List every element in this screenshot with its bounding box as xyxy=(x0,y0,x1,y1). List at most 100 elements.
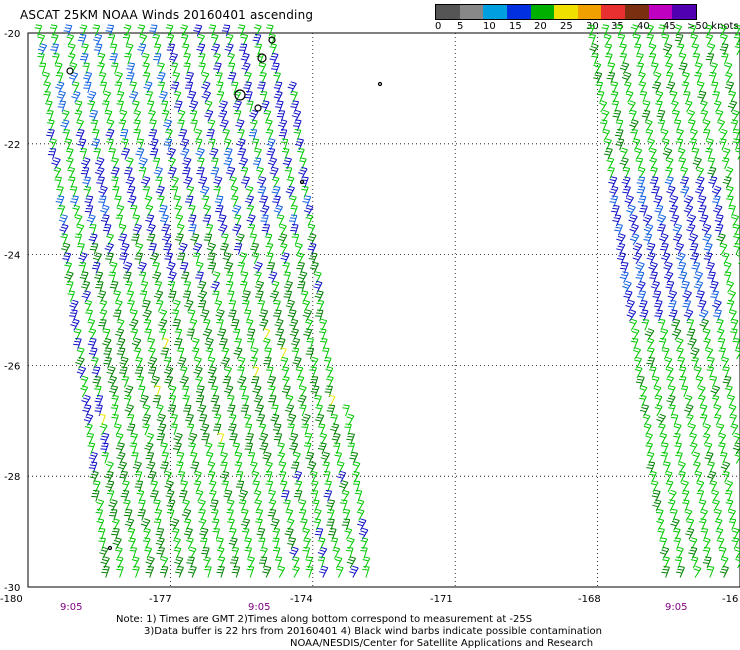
wind-barb xyxy=(621,176,631,189)
wind-barb xyxy=(719,451,728,464)
wind-barb xyxy=(131,233,140,246)
wind-barb xyxy=(210,394,220,407)
wind-barb xyxy=(651,81,662,94)
wind-barb xyxy=(163,243,172,255)
wind-barb xyxy=(261,224,271,236)
wind-barb xyxy=(318,565,329,578)
wind-barb xyxy=(687,337,697,350)
wind-barb xyxy=(185,413,194,426)
wind-barb xyxy=(163,138,173,151)
wind-barb xyxy=(149,24,158,37)
wind-barb xyxy=(635,261,645,274)
longitude-label: -168 xyxy=(578,594,601,605)
wind-barb xyxy=(670,518,680,531)
wind-barb xyxy=(260,204,270,217)
wind-barb xyxy=(710,385,721,398)
wind-barb xyxy=(87,337,97,350)
wind-barb xyxy=(148,242,157,255)
wind-barb xyxy=(678,157,687,170)
wind-barb xyxy=(290,461,300,474)
wind-barb xyxy=(698,309,709,322)
wind-barb xyxy=(127,299,135,312)
wind-barb xyxy=(310,385,320,398)
wind-barb xyxy=(642,214,653,227)
colorbar-label: 10 xyxy=(483,21,496,32)
wind-barb xyxy=(102,337,112,350)
wind-barb xyxy=(74,214,83,227)
wind-barb xyxy=(663,271,674,284)
wind-barb xyxy=(173,546,182,559)
wind-barb xyxy=(661,565,670,578)
wind-barb xyxy=(79,271,89,284)
wind-barb xyxy=(721,157,730,170)
wind-barb xyxy=(647,138,656,151)
wind-barb xyxy=(233,243,243,255)
wind-barb xyxy=(264,347,272,360)
wind-barb xyxy=(93,148,101,160)
wind-barb xyxy=(727,100,738,113)
wind-barb xyxy=(599,100,608,113)
wind-barb xyxy=(646,242,656,255)
wind-barb xyxy=(79,53,89,65)
wind-barb xyxy=(235,480,245,493)
wind-barb xyxy=(218,223,228,236)
wind-barb xyxy=(245,318,254,331)
wind-barb xyxy=(233,347,243,360)
wind-barb xyxy=(247,338,255,350)
wind-barb xyxy=(628,214,638,227)
wind-barb xyxy=(105,480,115,493)
wind-barb xyxy=(255,290,264,303)
wind-barb xyxy=(672,223,683,236)
wind-barb xyxy=(185,71,194,84)
wind-barb xyxy=(212,528,220,540)
wind-barb xyxy=(156,71,166,84)
wind-barb xyxy=(88,347,98,360)
wind-barb xyxy=(160,347,170,360)
wind-barb xyxy=(273,309,282,322)
wind-barb xyxy=(697,385,706,398)
wind-barb xyxy=(38,62,47,75)
wind-barb xyxy=(596,90,605,103)
wind-barb xyxy=(722,375,732,388)
wind-barb xyxy=(685,527,695,540)
wind-barb xyxy=(221,24,231,37)
wind-barb xyxy=(132,223,143,236)
wind-barb xyxy=(134,480,144,493)
wind-barb xyxy=(662,43,673,56)
wind-barb xyxy=(212,290,220,303)
wind-barb xyxy=(288,432,299,445)
wind-barb xyxy=(179,261,189,274)
wind-barb xyxy=(667,385,676,398)
longitude-label: -174 xyxy=(290,594,313,605)
wind-barb xyxy=(674,24,683,37)
wind-barb xyxy=(731,537,740,550)
wind-barb xyxy=(265,128,274,141)
colorbar-label: 40 xyxy=(637,21,650,32)
wind-barb xyxy=(217,214,227,227)
wind-barb xyxy=(98,195,107,208)
wind-barb xyxy=(137,24,146,37)
wind-barb xyxy=(692,157,702,170)
wind-barb xyxy=(210,43,221,56)
wind-barb xyxy=(241,176,250,189)
wind-barb xyxy=(257,299,266,312)
wind-barb xyxy=(646,461,656,474)
wind-barb xyxy=(654,404,663,417)
wind-barb xyxy=(659,233,669,246)
wind-barb xyxy=(735,147,740,160)
wind-barb xyxy=(187,565,197,578)
wind-barb xyxy=(109,509,118,521)
wind-barb xyxy=(94,271,104,284)
wind-barb xyxy=(607,166,615,179)
wind-barb xyxy=(712,299,722,312)
wind-barb xyxy=(132,565,140,578)
wind-barb xyxy=(175,233,184,246)
wind-barb xyxy=(611,204,620,217)
latitude-label: -30 xyxy=(4,583,20,594)
wind-barb xyxy=(152,395,161,407)
wind-barb xyxy=(696,489,705,502)
wind-barb xyxy=(143,81,153,94)
wind-barb xyxy=(656,214,667,227)
wind-barb xyxy=(673,119,682,132)
wind-barb xyxy=(175,214,184,227)
